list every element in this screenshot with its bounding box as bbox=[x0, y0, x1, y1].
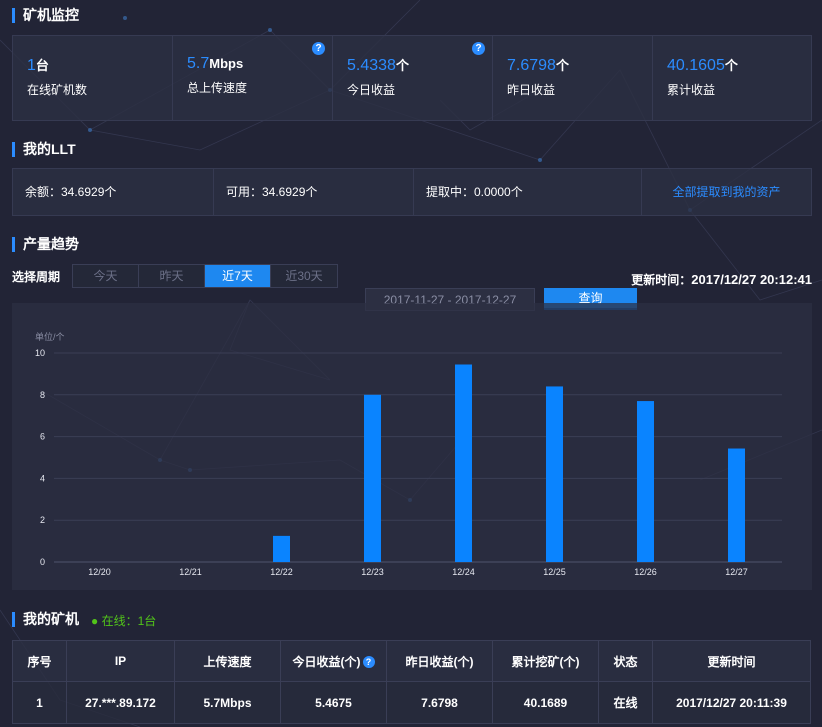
cell-index: 1 bbox=[12, 681, 67, 724]
table-row[interactable]: 1 27.***.89.172 5.7Mbps 5.4675 7.6798 40… bbox=[12, 681, 811, 724]
llt-balance: 余额：34.6929个 bbox=[13, 169, 214, 215]
stat-today-earnings: 5.4338个 今日收益 ? bbox=[333, 36, 493, 120]
stat-label: 在线矿机数 bbox=[27, 83, 88, 97]
stats-panel: 1台 在线矿机数 5.7Mbps 总上传速度 ? 5.4338个 今日收益 ? … bbox=[12, 35, 812, 121]
update-time-label: 更新时间： bbox=[631, 273, 692, 287]
chart-y-tick-label: 10 bbox=[35, 348, 45, 358]
col-header-today-earnings: 今日收益(个)? bbox=[280, 640, 387, 682]
stat-value: 1 bbox=[27, 57, 36, 74]
stat-yesterday-earnings: 7.6798个 昨日收益 bbox=[493, 36, 653, 120]
cell-today-earnings: 5.4675 bbox=[280, 681, 387, 724]
col-header-today-earnings-label: 今日收益(个) bbox=[292, 654, 361, 669]
cell-total-mined: 40.1689 bbox=[492, 681, 599, 724]
stat-label: 累计收益 bbox=[667, 83, 716, 97]
col-header-status: 状态 bbox=[598, 640, 653, 682]
chart-bar-12-27[interactable] bbox=[728, 448, 745, 562]
cell-status: 在线 bbox=[598, 681, 653, 724]
chart-y-tick-label: 0 bbox=[40, 557, 45, 567]
stat-unit: 个 bbox=[724, 58, 738, 73]
section-title-miners: 我的矿机 bbox=[12, 612, 79, 627]
chart-x-tick-label: 12/22 bbox=[270, 567, 293, 577]
col-header-upload-speed: 上传速度 bbox=[174, 640, 281, 682]
withdraw-all-link[interactable]: 全部提取到我的资产 bbox=[672, 185, 781, 199]
chart-y-tick-label: 6 bbox=[40, 432, 45, 442]
stat-unit: 个 bbox=[395, 58, 409, 73]
llt-available: 可用：34.6929个 bbox=[214, 169, 414, 215]
help-icon[interactable]: ? bbox=[312, 42, 325, 55]
chart-bar-12-22[interactable] bbox=[273, 535, 290, 562]
chart-bar-12-23[interactable] bbox=[364, 394, 381, 562]
cell-upload-speed: 5.7Mbps bbox=[174, 681, 281, 724]
online-status-text: 在线：1台 bbox=[101, 614, 157, 628]
tab-last-7-days[interactable]: 近7天 bbox=[205, 265, 271, 287]
section-title-monitor: 矿机监控 bbox=[12, 8, 79, 23]
chart-bar-12-24[interactable] bbox=[455, 364, 472, 562]
chart-x-tick-label: 12/23 bbox=[361, 567, 384, 577]
table-header-row: 序号 IP 上传速度 今日收益(个)? 昨日收益(个) 累计挖矿(个) 状态 更… bbox=[12, 640, 811, 682]
tab-last-30-days[interactable]: 近30天 bbox=[285, 269, 323, 283]
chart-x-tick-label: 12/26 bbox=[634, 567, 657, 577]
trend-chart-panel: 单位/个 0 2 4 6 8 10 12/20 12/21 12/22 12/23 12/24 12… bbox=[12, 303, 812, 590]
cell-yesterday-earnings: 7.6798 bbox=[386, 681, 493, 724]
llt-panel: 余额：34.6929个 可用：34.6929个 提取中：0.0000个 全部提取… bbox=[12, 168, 812, 216]
stat-unit: 台 bbox=[35, 58, 49, 73]
help-icon[interactable]: ? bbox=[362, 656, 375, 669]
stat-unit: 个 bbox=[555, 58, 569, 73]
llt-withdrawing: 提取中：0.0000个 bbox=[414, 169, 642, 215]
stat-label: 总上传速度 bbox=[187, 81, 248, 95]
stat-label: 今日收益 bbox=[347, 83, 396, 97]
period-tabs: 今天 昨天 近7天 近30天 bbox=[72, 264, 338, 288]
chart-bar-12-25[interactable] bbox=[546, 386, 563, 562]
stat-unit: Mbps bbox=[209, 56, 244, 71]
chart-y-tick-label: 4 bbox=[40, 473, 45, 483]
col-header-total-mined: 累计挖矿(个) bbox=[492, 640, 599, 682]
stat-value: 5.7 bbox=[187, 55, 210, 72]
online-dot-icon: ● bbox=[91, 614, 99, 628]
online-status: ● 在线：1台 bbox=[91, 612, 156, 629]
stat-upload-speed: 5.7Mbps 总上传速度 ? bbox=[173, 36, 333, 120]
chart-x-tick-label: 12/25 bbox=[543, 567, 566, 577]
cell-update-time: 2017/12/27 20:11:39 bbox=[652, 681, 811, 724]
chart-x-tick-label: 12/27 bbox=[725, 567, 748, 577]
chart-x-tick-label: 12/20 bbox=[88, 567, 111, 577]
period-label: 选择周期 bbox=[12, 270, 61, 284]
tab-yesterday[interactable]: 昨天 bbox=[139, 265, 205, 287]
stat-value: 5.4338 bbox=[347, 57, 396, 74]
stat-label: 昨日收益 bbox=[507, 83, 556, 97]
col-header-update-time: 更新时间 bbox=[652, 640, 811, 682]
chart-x-tick-label: 12/24 bbox=[452, 567, 475, 577]
chart-bar-12-26[interactable] bbox=[637, 401, 654, 562]
tab-today[interactable]: 今天 bbox=[73, 265, 139, 287]
chart-y-tick-label: 2 bbox=[40, 515, 45, 525]
col-header-ip: IP bbox=[66, 640, 175, 682]
update-time-value: 2017/12/27 20:12:41 bbox=[691, 272, 812, 287]
chart-y-tick-label: 8 bbox=[40, 390, 45, 400]
stat-online-miners: 1台 在线矿机数 bbox=[13, 36, 173, 120]
section-title-trend: 产量趋势 bbox=[12, 237, 79, 252]
help-icon[interactable]: ? bbox=[472, 42, 485, 55]
col-header-yesterday-earnings: 昨日收益(个) bbox=[386, 640, 493, 682]
col-header-index: 序号 bbox=[12, 640, 67, 682]
stat-value: 40.1605 bbox=[667, 57, 725, 74]
chart-x-tick-label: 12/21 bbox=[179, 567, 202, 577]
stat-value: 7.6798 bbox=[507, 57, 556, 74]
chart-unit-label: 单位/个 bbox=[35, 331, 65, 342]
miners-table: 序号 IP 上传速度 今日收益(个)? 昨日收益(个) 累计挖矿(个) 状态 更… bbox=[12, 640, 811, 724]
section-title-llt: 我的LLT bbox=[12, 142, 76, 157]
cell-ip: 27.***.89.172 bbox=[66, 681, 175, 724]
trend-bar-chart: 单位/个 0 2 4 6 8 10 12/20 12/21 12/22 12/23 12/24 12… bbox=[35, 331, 782, 577]
stat-total-earnings: 40.1605个 累计收益 bbox=[653, 36, 811, 120]
update-time: 更新时间：2017/12/27 20:12:41 bbox=[631, 271, 812, 288]
